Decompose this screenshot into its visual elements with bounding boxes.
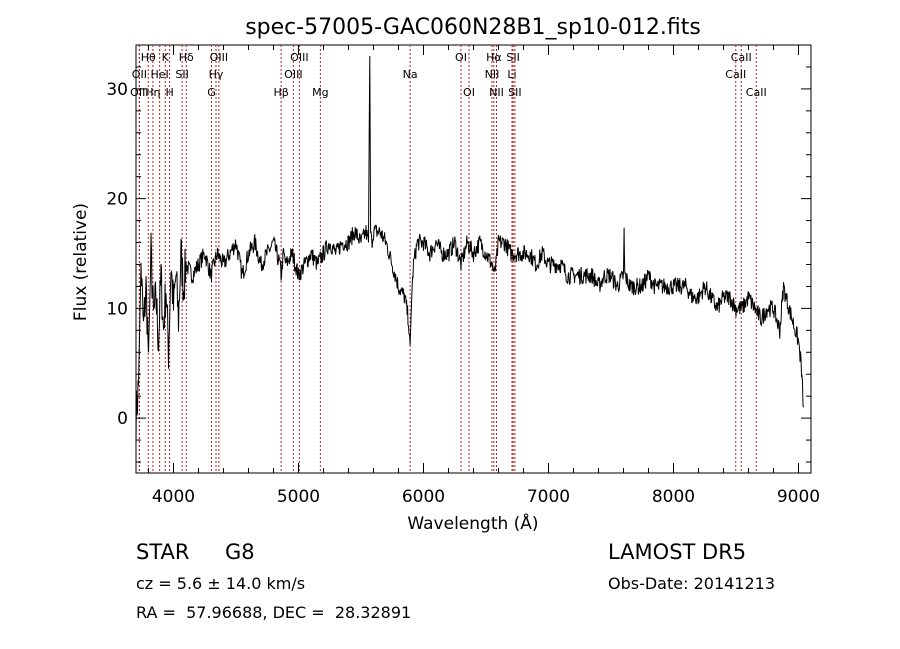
emission-line-markers <box>138 45 757 473</box>
marker-label-19: Hα <box>486 51 502 64</box>
marker-label-9: OIII <box>210 51 228 64</box>
x-tick-label-0: 4000 <box>152 487 195 507</box>
marker-label-3: K <box>162 51 170 64</box>
marker-label-13: OIII <box>290 51 308 64</box>
redshift-value: cz = 5.6 ± 14.0 km/s <box>136 574 306 593</box>
marker-label-21: NII <box>489 86 504 99</box>
object-subclass: G8 <box>225 540 255 564</box>
marker-label-5: Hη <box>145 86 160 99</box>
marker-label-10: Hγ <box>209 68 224 81</box>
x-tick-label-5: 9000 <box>777 487 820 507</box>
y-axis-label: Flux (relative) <box>71 203 91 321</box>
marker-label-27: CaII <box>746 86 767 99</box>
marker-label-7: H <box>165 86 173 99</box>
marker-label-4: HeI <box>150 68 168 81</box>
y-tick-label-2: 20 <box>106 190 128 210</box>
x-tick-label-2: 6000 <box>402 487 445 507</box>
marker-label-0: Hθ <box>141 51 156 64</box>
marker-label-11: G <box>207 86 216 99</box>
marker-label-24: SII <box>508 86 521 99</box>
survey-name: LAMOST DR5 <box>608 540 747 564</box>
x-tick-label-3: 7000 <box>527 487 570 507</box>
marker-label-16: Na <box>403 68 418 81</box>
marker-label-22: SII <box>506 51 519 64</box>
x-tick-label-4: 8000 <box>652 487 695 507</box>
spectrum-series-line <box>135 55 804 443</box>
object-class: STAR <box>136 540 190 564</box>
y-tick-label-3: 30 <box>106 80 128 100</box>
marker-label-25: CaII <box>731 51 752 64</box>
marker-label-6: SII <box>175 68 188 81</box>
marker-label-23: Li <box>507 68 516 81</box>
marker-label-18: OI <box>463 86 475 99</box>
x-axis-ticks: 4000 5000 6000 7000 8000 9000 <box>148 45 820 507</box>
marker-label-14: OIII <box>284 68 302 81</box>
marker-label-8: Hδ <box>179 51 194 64</box>
marker-label-15: Mg <box>312 86 328 99</box>
y-axis-ticks: 0 10 20 30 <box>106 44 811 463</box>
marker-label-17: OI <box>455 51 467 64</box>
marker-label-12: Hβ <box>273 86 288 99</box>
y-tick-label-1: 10 <box>106 299 128 319</box>
x-tick-label-1: 5000 <box>277 487 320 507</box>
marker-label-20: NII <box>485 68 500 81</box>
sky-coordinates: RA = 57.96688, DEC = 28.32891 <box>136 603 412 622</box>
chart-title: spec-57005-GAC060N28B1_sp10-012.fits <box>245 15 701 40</box>
y-tick-label-0: 0 <box>117 409 128 429</box>
marker-label-26: CaII <box>725 68 746 81</box>
x-axis-label: Wavelength (Å) <box>407 512 538 534</box>
marker-label-1: OII <box>132 68 147 81</box>
observation-date: Obs-Date: 20141213 <box>608 574 776 593</box>
